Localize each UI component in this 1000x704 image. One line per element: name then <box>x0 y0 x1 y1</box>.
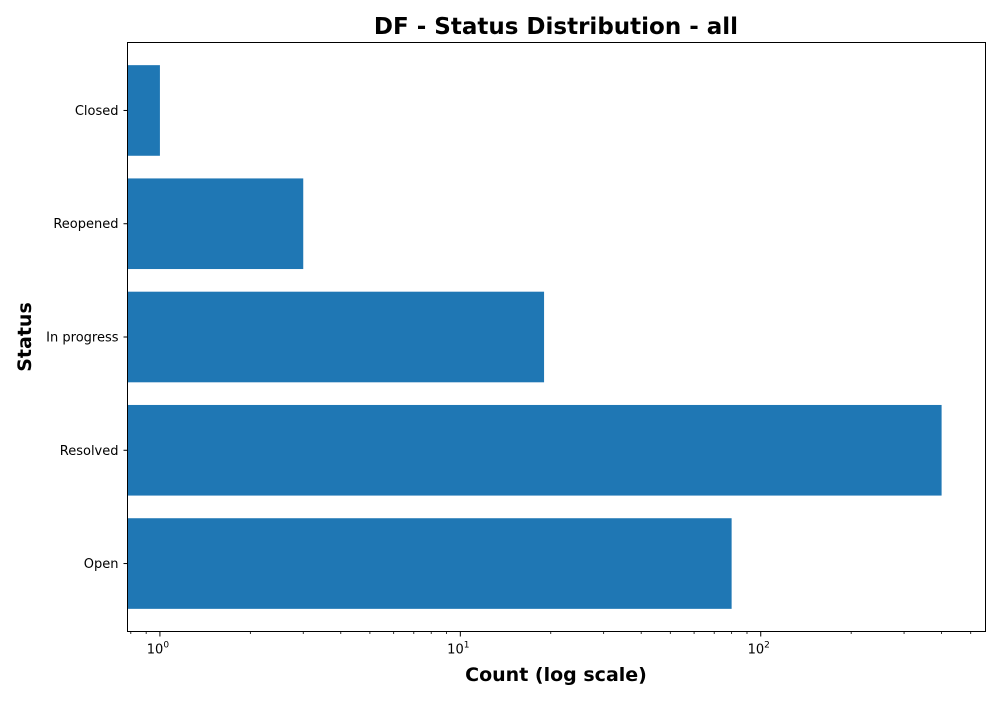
x-tick-label: 100 <box>147 641 170 658</box>
bar-reopened <box>127 178 304 270</box>
chart-title: DF - Status Distribution - all <box>374 14 738 40</box>
y-axis-label: Status <box>14 302 36 372</box>
bars-layer <box>127 65 942 609</box>
x-tick-label: 101 <box>447 641 469 658</box>
bar-closed <box>127 65 160 156</box>
y-tick-label: In progress <box>46 331 119 346</box>
bar-resolved <box>127 404 942 496</box>
bar-in-progress <box>127 291 545 383</box>
x-axis-label: Count (log scale) <box>465 664 647 686</box>
x-tick-label: 102 <box>748 641 770 658</box>
y-tick-label: Closed <box>75 104 119 119</box>
y-tick-label: Open <box>84 557 119 572</box>
y-tick-label: Resolved <box>60 444 119 459</box>
ticks-layer: Open Resolved In progress Reopened Closed 100… <box>46 104 972 658</box>
y-tick-label: Reopened <box>53 217 118 232</box>
bar-open <box>127 518 732 609</box>
plot-area-frame <box>127 42 986 632</box>
